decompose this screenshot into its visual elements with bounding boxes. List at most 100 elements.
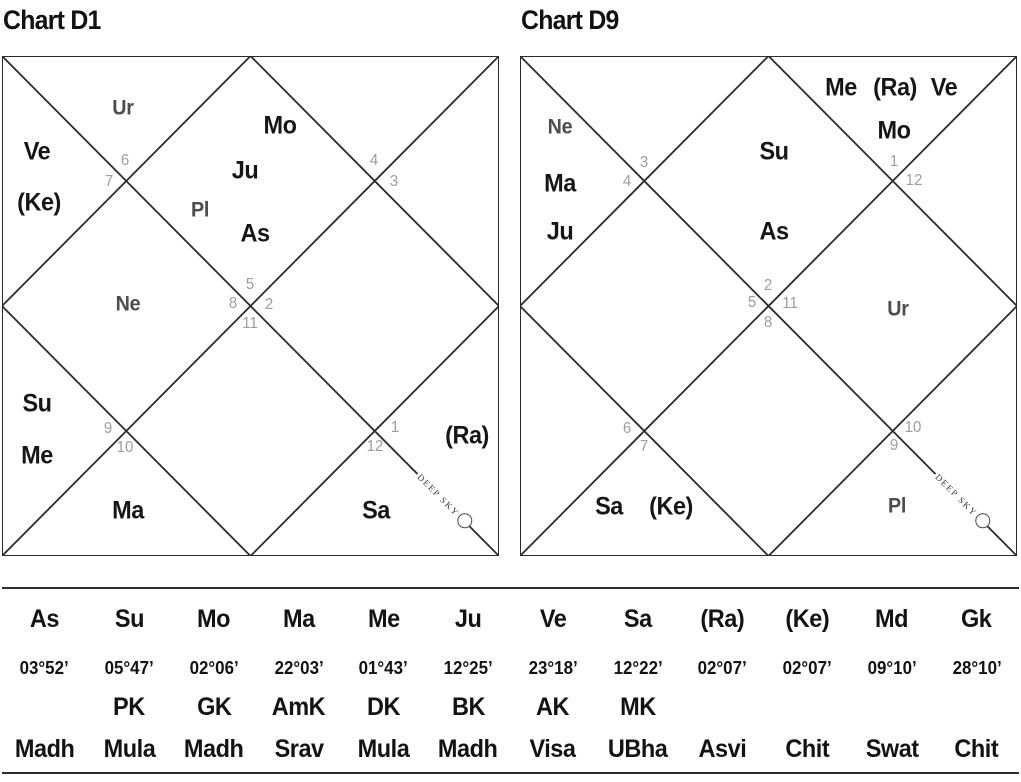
house-sign-number: 4 (622, 173, 632, 190)
table-cell-karaka: MK (619, 692, 656, 721)
table-cell-karaka: BK (451, 692, 485, 721)
table-cell-label: (Ke) (785, 604, 830, 633)
house-sign-number: 11 (782, 295, 798, 312)
planet-label: Ne (547, 115, 573, 139)
table-cell-degree: 02°07’ (697, 658, 747, 678)
table-cell-label: Mo (197, 604, 231, 633)
chart-d9: Ne Ma Ju Su As Me (Ra) Ve Mo Ur Sa (Ke) Pl 3 4 1 12 2 5 11 8… (520, 56, 1017, 556)
chart-d9-labels: Ne Ma Ju Su As Me (Ra) Ve Mo Ur Sa (Ke) Pl 3 4 1 12 2 5 11 8… (520, 56, 1017, 556)
house-sign-number: 7 (105, 173, 114, 190)
house-sign-number: 2 (265, 296, 274, 313)
planet-label: (Ra) (873, 73, 918, 102)
table-cell-label: (Ra) (700, 604, 745, 633)
planet-label: Mo (263, 111, 297, 140)
table-cell-label: Gk (961, 604, 992, 633)
table-cell-karaka: AmK (271, 692, 326, 721)
planet-label: As (759, 217, 789, 246)
table-cell-degree: 12°25’ (443, 658, 493, 678)
table-cell-degree: 03°52’ (19, 658, 69, 678)
table-cell-label: Ju (454, 604, 482, 633)
table-cell-nakshatra: Mula (357, 735, 410, 763)
planet-label: As (240, 219, 271, 248)
planet-label: Ma (543, 169, 576, 198)
table-cell-nakshatra: Asvi (698, 735, 747, 763)
table-cell-nakshatra: UBha (607, 735, 668, 763)
table-cell-degree: 22°03’ (274, 658, 324, 678)
planet-label: Sa (361, 496, 390, 525)
planet-label: Me (21, 441, 54, 470)
table-cell-nakshatra: Visa (529, 735, 577, 763)
table-cell-karaka: AK (536, 692, 570, 721)
table-cell-karaka: DK (366, 692, 400, 721)
planet-label: (Ra) (445, 421, 490, 450)
table-cell-degree: 01°43’ (358, 658, 408, 678)
planet-label: Ur (112, 96, 135, 120)
house-sign-number: 11 (241, 315, 258, 332)
planet-label: Su (759, 137, 789, 166)
table-cell-degree: 02°07’ (782, 658, 832, 678)
house-sign-number: 1 (890, 153, 899, 170)
house-sign-number: 5 (747, 294, 757, 311)
planet-label: Sa (595, 492, 623, 521)
house-sign-number: 4 (369, 152, 378, 169)
planet-label: Ve (24, 137, 51, 166)
table-cell-degree: 02°06’ (189, 658, 239, 678)
table-cell-degree: 23°18’ (528, 658, 578, 678)
house-sign-number: 3 (639, 154, 648, 171)
table-cell-nakshatra: Chit (785, 735, 830, 763)
planet-label: Ju (546, 217, 574, 246)
planet-label: (Ke) (17, 188, 62, 217)
house-sign-number: 1 (390, 419, 399, 436)
table-cell-nakshatra: Mula (103, 735, 155, 763)
table-cell-label: Su (114, 604, 145, 633)
house-sign-number: 8 (763, 314, 773, 331)
chart-d9-title: Chart D9 (521, 5, 619, 35)
table-cell-degree: 28°10’ (952, 658, 1002, 678)
house-sign-number: 12 (905, 172, 923, 189)
house-sign-number: 3 (389, 173, 399, 190)
house-sign-number: 9 (104, 420, 113, 437)
table-cell-nakshatra: Madh (438, 735, 498, 763)
table-cell-label: Me (367, 604, 400, 633)
planet-label: Pl (191, 198, 210, 222)
house-sign-number: 9 (890, 437, 899, 454)
table-cell-label: Ma (282, 604, 315, 633)
planet-label: Me (825, 73, 857, 102)
house-sign-number: 7 (639, 438, 648, 455)
table-cell-label: Md (875, 604, 909, 633)
table-cell-degree: 12°22’ (613, 658, 663, 678)
house-sign-number: 2 (763, 277, 773, 294)
house-sign-number: 10 (904, 419, 922, 436)
house-sign-number: 12 (366, 438, 384, 455)
table-cell-label: Ve (539, 604, 567, 633)
planet-label: (Ke) (649, 492, 693, 521)
house-sign-number: 5 (245, 276, 254, 293)
table-cell-degree: 05°47’ (104, 658, 154, 678)
planet-label: Ur (887, 297, 910, 321)
house-sign-number: 8 (228, 295, 237, 312)
planet-label: Ve (930, 73, 958, 102)
planet-label: Ma (112, 496, 145, 525)
chart-d9-grid-lines (520, 56, 1017, 556)
table-cell-nakshatra: Madh (14, 735, 75, 763)
table-cell-nakshatra: Chit (954, 735, 999, 763)
planet-label: Ju (231, 156, 258, 185)
table-cell-label: Sa (623, 604, 652, 633)
planet-label: Su (22, 389, 53, 418)
house-sign-number: 6 (121, 152, 130, 169)
house-sign-number: 6 (622, 420, 632, 437)
table-cell-karaka: PK (113, 692, 145, 721)
chart-d1-title: Chart D1 (3, 5, 101, 35)
chart-d1: Ur Ve (Ke) Mo Ju Pl As Ne Su Me Ma Sa (Ra) 6 7 4 3 5 8 2 11 9… (2, 56, 499, 556)
table-cell-nakshatra: Madh (184, 735, 244, 763)
table-cell-nakshatra: Srav (274, 735, 324, 763)
planet-label: Mo (877, 116, 911, 145)
house-sign-number: 10 (116, 439, 134, 456)
table-cell-nakshatra: Swat (865, 735, 919, 763)
table-cell-label: As (29, 604, 60, 633)
planet-label: Ne (115, 292, 141, 316)
planet-table: As Su Mo Ma Me Ju Ve Sa (Ra) (Ke) Md Gk 03°52’ 05°47’… (2, 587, 1019, 774)
chart-d1-labels: Ur Ve (Ke) Mo Ju Pl As Ne Su Me Ma Sa (Ra) 6 7 4 3 5 8 2 11 9… (2, 56, 499, 556)
planet-label: Pl (888, 494, 907, 518)
